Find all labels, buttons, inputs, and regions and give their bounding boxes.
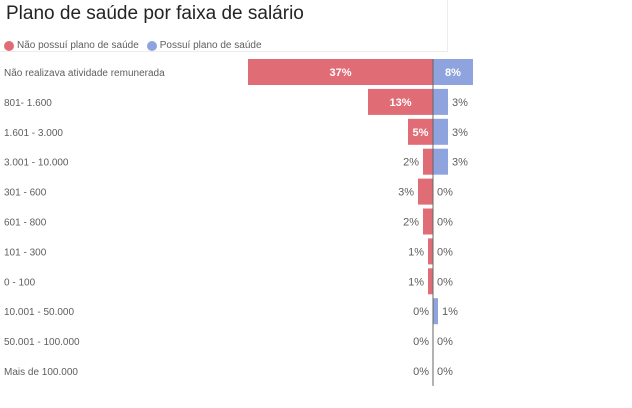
data-label-nao-possui: 0% <box>413 366 429 378</box>
bar-nao-possui[interactable] <box>428 238 433 265</box>
bar-nao-possui[interactable] <box>423 208 433 235</box>
category-label: 101 - 300 <box>4 247 47 258</box>
bar-possui[interactable] <box>433 148 448 175</box>
category-label: Mais de 100.000 <box>4 367 78 378</box>
bar-nao-possui[interactable] <box>428 268 433 295</box>
legend-item-possui[interactable]: Possuí plano de saúde <box>146 40 262 51</box>
legend-label-nao-possui: Não possuí plano de saúde <box>17 40 139 51</box>
category-label: 0 - 100 <box>4 277 36 288</box>
legend-dot-possui <box>146 40 157 51</box>
legend-item-nao-possui[interactable]: Não possuí plano de saúde <box>4 40 139 51</box>
chart-title: Plano de saúde por faixa de salário <box>6 3 304 24</box>
bar-possui[interactable] <box>433 118 448 145</box>
data-label-possui: 1% <box>442 306 458 318</box>
category-label: 801- 1.600 <box>4 98 52 109</box>
category-label: 1.601 - 3.000 <box>4 128 63 139</box>
legend: Não possuí plano de saúde Possuí plano d… <box>4 40 270 51</box>
category-label: Não realizava atividade remunerada <box>4 68 165 79</box>
bar-nao-possui[interactable] <box>408 118 433 145</box>
data-label-possui: 3% <box>452 127 468 139</box>
category-label: 10.001 - 50.000 <box>4 307 74 318</box>
category-label: 301 - 600 <box>4 188 47 199</box>
data-label-nao-possui: 2% <box>403 157 419 169</box>
category-label: 601 - 800 <box>4 218 47 229</box>
category-label: 50.001 - 100.000 <box>4 337 80 348</box>
data-label-nao-possui: 0% <box>413 336 429 348</box>
legend-dot-nao-possui <box>4 40 14 51</box>
bar-possui[interactable] <box>433 88 448 115</box>
bar-nao-possui[interactable] <box>368 88 433 115</box>
bar-possui[interactable] <box>433 298 438 325</box>
data-label-nao-possui: 0% <box>413 306 429 318</box>
data-label-possui: 3% <box>452 157 468 169</box>
data-label-nao-possui: 2% <box>403 217 419 229</box>
data-label-possui: 0% <box>437 246 453 258</box>
title-panel: Plano de saúde por faixa de salário Não … <box>0 0 448 52</box>
data-label-possui: 0% <box>437 217 453 229</box>
data-label-nao-possui: 1% <box>408 276 424 288</box>
data-label-nao-possui: 1% <box>408 246 424 258</box>
data-label-nao-possui: 5% <box>413 127 429 139</box>
legend-label-possui: Possuí plano de saúde <box>159 40 262 51</box>
bar-possui[interactable] <box>433 59 473 85</box>
bar-nao-possui[interactable] <box>248 59 433 85</box>
data-label-possui: 0% <box>437 336 453 348</box>
category-label: 3.001 - 10.000 <box>4 158 69 169</box>
bar-nao-possui[interactable] <box>418 178 433 205</box>
data-label-possui: 0% <box>437 187 453 199</box>
data-label-possui: 3% <box>452 97 468 109</box>
data-label-possui: 0% <box>437 276 453 288</box>
bar-nao-possui[interactable] <box>423 148 433 175</box>
data-label-nao-possui: 13% <box>389 97 411 109</box>
data-label-nao-possui: 3% <box>398 187 414 199</box>
data-label-nao-possui: 37% <box>329 67 351 79</box>
data-label-possui: 0% <box>437 366 453 378</box>
data-label-possui: 8% <box>445 67 461 79</box>
